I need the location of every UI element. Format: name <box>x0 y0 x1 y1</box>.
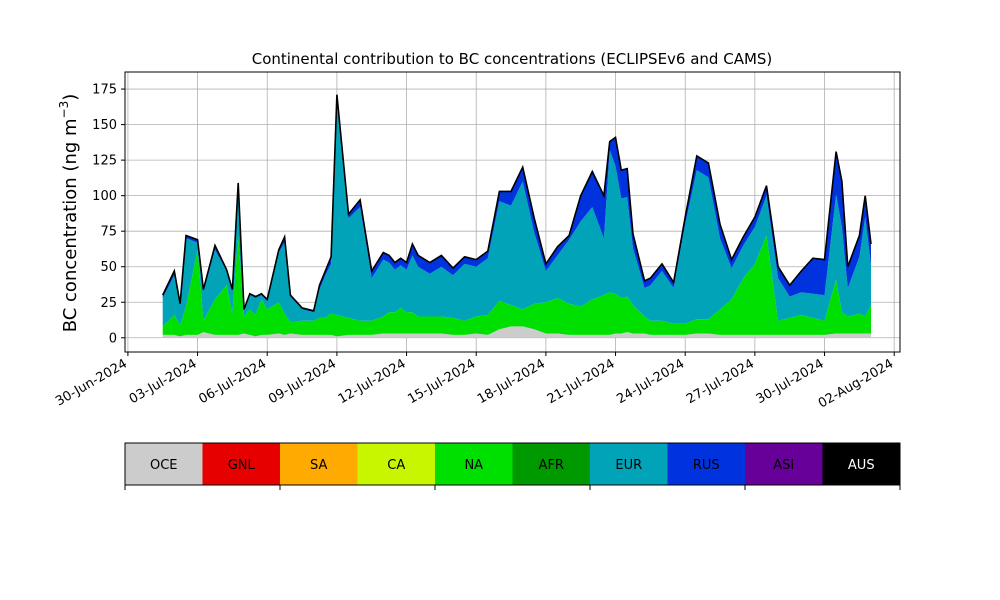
x-tick-label: 12-Jul-2024 <box>336 356 409 407</box>
y-tick-label: 100 <box>92 189 117 204</box>
y-tick-label: 125 <box>92 154 117 169</box>
x-tick-label: 15-Jul-2024 <box>405 356 478 407</box>
legend-label-oce: OCE <box>150 458 178 473</box>
legend-swatch-na <box>435 443 513 485</box>
x-tick-label: 02-Aug-2024 <box>816 356 896 411</box>
x-tick-label: 24-Jul-2024 <box>614 356 687 407</box>
legend-swatch-sa <box>280 443 358 485</box>
x-tick-label: 27-Jul-2024 <box>684 356 757 407</box>
x-tick-label: 30-Jun-2024 <box>53 356 130 409</box>
legend-swatch-gnl <box>202 443 280 485</box>
y-tick-label: 175 <box>92 83 117 98</box>
legend-label-na: NA <box>464 458 483 473</box>
area-rus <box>162 94 871 313</box>
area-na <box>162 235 871 337</box>
legend-label-sa: SA <box>310 458 327 473</box>
legend-label-rus: RUS <box>693 458 720 473</box>
legend-label-gnl: GNL <box>228 458 256 473</box>
legend-label-ca: CA <box>387 458 405 473</box>
legend-label-asi: ASI <box>773 458 794 473</box>
total-line <box>161 94 872 312</box>
x-tick-label: 09-Jul-2024 <box>266 356 339 407</box>
y-tick-label: 0 <box>109 331 117 346</box>
y-tick-label: 50 <box>100 260 117 275</box>
plot-frame <box>124 71 901 353</box>
legend-swatch-oce <box>125 443 203 485</box>
x-tick-label: 21-Jul-2024 <box>545 356 618 407</box>
y-axis-label-close: ) <box>60 94 81 101</box>
legend-swatch-ca <box>357 443 435 485</box>
x-tick-label: 03-Jul-2024 <box>127 356 200 407</box>
y-tick-label: 75 <box>100 225 117 240</box>
legend-label-aus: AUS <box>848 458 875 473</box>
legend-swatch-aus <box>822 443 900 485</box>
y-tick-label: 25 <box>100 296 117 311</box>
chart-title: Continental contribution to BC concentra… <box>252 50 773 68</box>
y-axis-label-superscript: −3 <box>57 101 71 119</box>
legend-swatch-afr <box>512 443 590 485</box>
y-axis-label: BC concentration (ng m−3) <box>57 94 81 333</box>
plot-area: 0 25 50 75 100 125 150 175 30-Jun-202403-Jul-202… <box>53 71 901 412</box>
legend-swatch-asi <box>745 443 823 485</box>
x-tick-label: 18-Jul-2024 <box>475 356 548 407</box>
legend-label-afr: AFR <box>539 458 564 473</box>
area-oce <box>162 326 871 338</box>
legend-frame <box>124 442 901 486</box>
legend-swatch-rus <box>667 443 745 485</box>
legend-label-eur: EUR <box>615 458 642 473</box>
y-tick-label: 150 <box>92 118 117 133</box>
area-eur <box>162 101 871 327</box>
x-tick-label: 06-Jul-2024 <box>196 356 269 407</box>
y-axis-label-text: BC concentration (ng m <box>60 118 81 332</box>
legend: OCE GNL SA CA NA AFR EUR RUS ASI AUS <box>124 442 901 490</box>
legend-swatch-eur <box>590 443 668 485</box>
